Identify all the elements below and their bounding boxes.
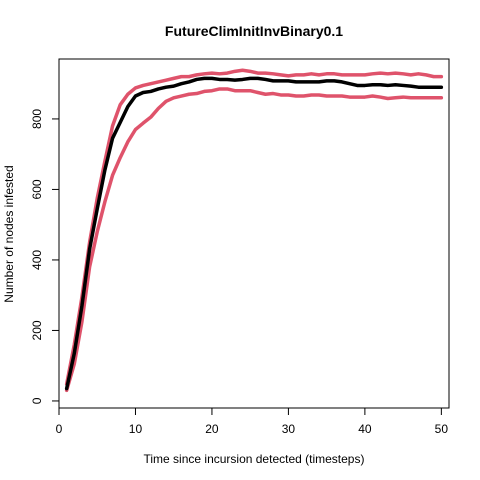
x-axis: 0 10 20 30 40 50 [56, 408, 449, 436]
x-tick-label: 20 [205, 422, 219, 436]
x-tick-label: 0 [56, 422, 63, 436]
x-axis-label: Time since incursion detected (timesteps… [144, 452, 365, 466]
series-line-bound [64, 68, 444, 386]
x-tick-label: 30 [282, 422, 296, 436]
y-axis: 0 200 400 600 800 [30, 109, 59, 404]
y-tick-label: 600 [30, 179, 44, 199]
series-layer [64, 68, 444, 393]
series-line-bound [64, 87, 444, 393]
plot-frame [58, 58, 450, 409]
y-axis-label: Number of nodes infested [2, 165, 16, 302]
y-tick-label: 0 [30, 397, 44, 404]
series-line-mean [64, 76, 444, 391]
y-tick-label: 200 [30, 320, 44, 340]
y-tick-label: 400 [30, 250, 44, 270]
x-tick-label: 40 [358, 422, 372, 436]
chart-title: FutureClimInitInvBinary0.1 [165, 23, 343, 39]
y-tick-label: 800 [30, 109, 44, 129]
x-tick-label: 10 [129, 422, 143, 436]
x-tick-label: 50 [435, 422, 449, 436]
